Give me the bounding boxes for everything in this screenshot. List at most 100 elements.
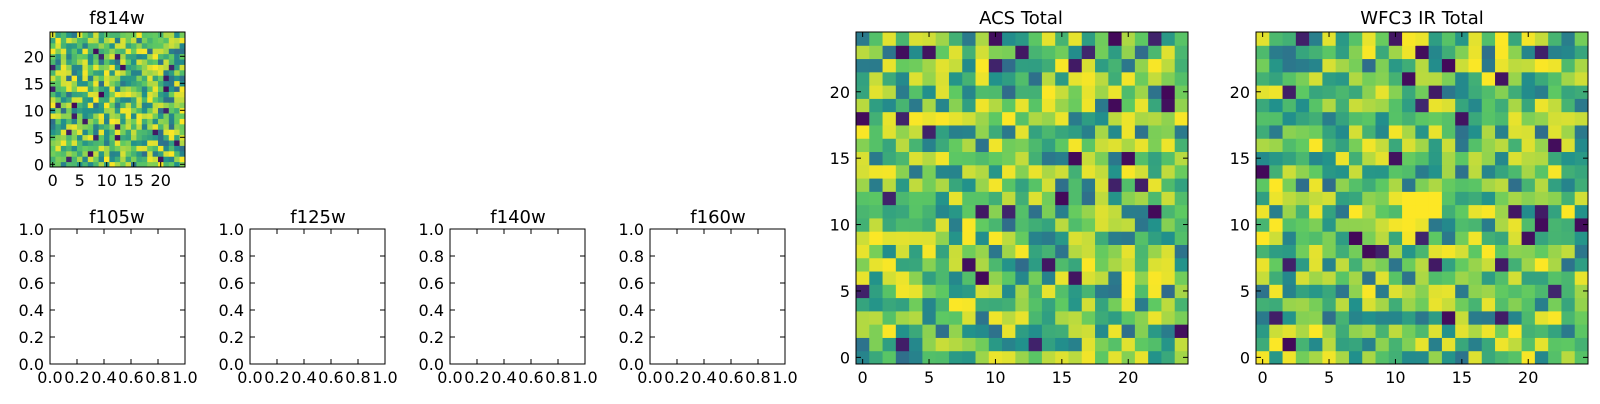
heatmap-cell: [168, 69, 175, 76]
heatmap-cell: [962, 124, 977, 139]
heatmap-cell: [1269, 32, 1284, 46]
heatmap-cell: [869, 45, 884, 60]
heatmap-cell: [77, 86, 83, 92]
heatmap-cell: [1256, 257, 1270, 272]
heatmap-cell: [60, 102, 67, 109]
heatmap-cell: [1309, 124, 1323, 139]
heatmap-cell: [869, 71, 884, 86]
heatmap-cell: [1161, 337, 1176, 352]
heatmap-cell: [1455, 350, 1469, 365]
heatmap-cell: [1508, 151, 1523, 166]
heatmap-cell: [1468, 85, 1483, 99]
heatmap-cell: [66, 69, 73, 76]
f105w-panel: f105w 0.0 0.2 0.4 0.6 0.8 1.0 0.00.20.40.60.8…: [19, 207, 198, 387]
heatmap-cell: [158, 96, 164, 103]
heatmap-cell: [1174, 324, 1189, 338]
heatmap-cell: [1574, 164, 1589, 179]
heatmap-cell: [1375, 231, 1390, 245]
heatmap-cell: [1256, 350, 1270, 365]
heatmap-cell: [1322, 231, 1337, 245]
heatmap-cell: [1455, 98, 1469, 113]
heatmap-cell: [60, 129, 67, 136]
heatmap-cell: [1108, 297, 1123, 312]
heatmap-cell: [1108, 98, 1123, 113]
heatmap-cell: [1415, 244, 1430, 259]
heatmap-cell: [1121, 297, 1136, 312]
heatmap-cell: [1495, 58, 1509, 73]
heatmap-cell: [962, 58, 977, 73]
heatmap-cell: [1108, 138, 1123, 153]
y-tick-label: 1.0: [419, 220, 444, 239]
heatmap-cell: [174, 134, 181, 141]
heatmap-cell: [114, 129, 121, 136]
heatmap-cell: [55, 161, 62, 168]
heatmap-cell: [909, 45, 923, 60]
heatmap-cell: [131, 69, 137, 76]
heatmap-cell: [1269, 45, 1284, 60]
heatmap-cell: [1388, 138, 1403, 153]
heatmap-cell: [1441, 350, 1456, 365]
heatmap-cell: [1002, 164, 1016, 179]
heatmap-cell: [1495, 138, 1509, 153]
heatmap-cell: [1375, 257, 1390, 272]
heatmap-cell: [71, 37, 78, 44]
heatmap-cell: [77, 48, 83, 55]
heatmap-cell: [1561, 151, 1576, 166]
x-tick-label: 0: [858, 368, 868, 387]
heatmap-cell: [131, 140, 137, 146]
heatmap-cell: [935, 350, 950, 365]
heatmap-cell: [1441, 217, 1456, 232]
heatmap-cell: [1415, 178, 1430, 192]
heatmap-cell: [1174, 337, 1189, 352]
f140w-axes: [449, 228, 586, 365]
heatmap-cell: [948, 45, 963, 60]
heatmap-cell: [1309, 244, 1323, 259]
acs-total-heatmap-cells: [856, 32, 1189, 365]
heatmap-cell: [1495, 257, 1509, 272]
heatmap-cell: [1441, 271, 1456, 285]
heatmap-cell: [98, 129, 105, 136]
heatmap-cell: [1481, 58, 1496, 73]
heatmap-cell: [141, 69, 148, 76]
heatmap-cell: [1561, 111, 1576, 126]
heatmap-cell: [962, 244, 977, 259]
heatmap-cell: [1322, 32, 1337, 46]
heatmap-cell: [87, 48, 94, 55]
heatmap-cell: [1441, 71, 1456, 86]
heatmap-cell: [1428, 71, 1443, 86]
heatmap-cell: [1348, 204, 1363, 219]
heatmap-cell: [77, 42, 83, 49]
y-tick-label: 0.8: [19, 247, 44, 266]
heatmap-cell: [147, 145, 154, 152]
heatmap-cell: [163, 91, 170, 98]
heatmap-cell: [962, 284, 977, 299]
heatmap-cell: [1055, 284, 1069, 299]
heatmap-cell: [1402, 58, 1416, 73]
heatmap-cell: [1481, 111, 1496, 126]
heatmap-cell: [882, 124, 897, 139]
x-tick-label: 1.0: [372, 368, 397, 387]
heatmap-cell: [1561, 191, 1576, 206]
heatmap-cell: [1256, 164, 1270, 179]
heatmap-cell: [179, 113, 186, 119]
f160w-xticks: 0.0 0.2 0.4 0.6 0.8 1.0: [637, 229, 798, 387]
heatmap-cell: [1322, 310, 1337, 325]
heatmap-cell: [1002, 324, 1016, 338]
heatmap-cell: [922, 350, 937, 365]
heatmap-cell: [66, 140, 73, 146]
heatmap-cell: [1081, 124, 1096, 139]
heatmap-cell: [1455, 337, 1469, 352]
heatmap-cell: [125, 69, 132, 76]
heatmap-cell: [1468, 337, 1483, 352]
heatmap-cell: [1415, 124, 1430, 139]
heatmap-cell: [152, 145, 159, 152]
heatmap-cell: [1322, 191, 1337, 206]
heatmap-cell: [1002, 151, 1016, 166]
heatmap-cell: [1455, 297, 1469, 312]
heatmap-cell: [1375, 111, 1390, 126]
heatmap-cell: [1121, 257, 1136, 272]
heatmap-cell: [895, 58, 910, 73]
x-tick-label: 0.8: [145, 368, 170, 387]
heatmap-cell: [1015, 71, 1030, 86]
heatmap-cell: [1095, 350, 1109, 365]
